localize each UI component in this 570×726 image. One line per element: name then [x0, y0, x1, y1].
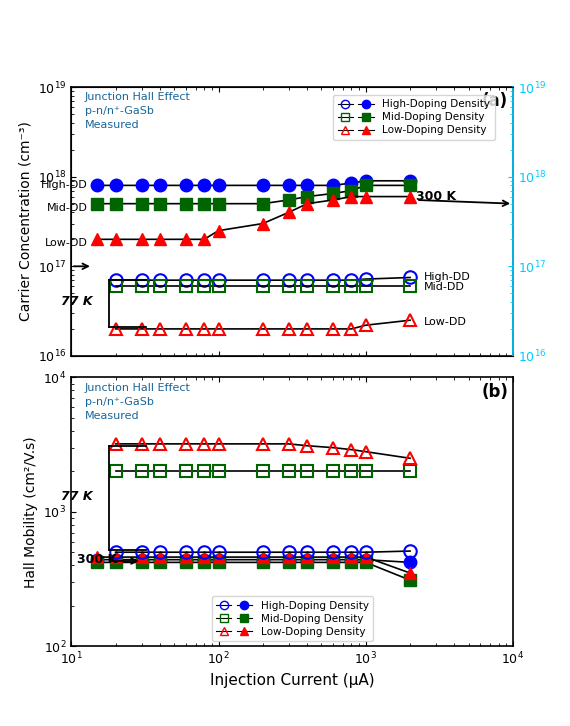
- Legend: High-Doping Density, Mid-Doping Density, Low-Doping Density: High-Doping Density, Mid-Doping Density,…: [333, 95, 495, 139]
- Text: (b): (b): [482, 383, 509, 401]
- Text: 77 K: 77 K: [61, 295, 93, 309]
- Text: 300 K: 300 K: [78, 553, 117, 566]
- Text: Mid-DD: Mid-DD: [47, 203, 88, 213]
- Text: (a): (a): [482, 92, 508, 110]
- Text: Low-DD: Low-DD: [45, 238, 88, 248]
- Legend: High-Doping Density, Mid-Doping Density, Low-Doping Density: High-Doping Density, Mid-Doping Density,…: [211, 596, 373, 641]
- Text: High-DD: High-DD: [424, 272, 471, 282]
- Text: Junction Hall Effect
p-n/n⁺-GaSb
Measured: Junction Hall Effect p-n/n⁺-GaSb Measure…: [84, 92, 190, 131]
- Y-axis label: Hall Mobility (cm²/V.s): Hall Mobility (cm²/V.s): [24, 436, 38, 587]
- Text: High-DD: High-DD: [41, 180, 88, 190]
- X-axis label: Injection Current (μA): Injection Current (μA): [210, 673, 374, 688]
- Y-axis label: Carrier Concentration (cm⁻³): Carrier Concentration (cm⁻³): [18, 121, 32, 322]
- Text: Junction Hall Effect
p-n/n⁺-GaSb
Measured: Junction Hall Effect p-n/n⁺-GaSb Measure…: [84, 383, 190, 421]
- Text: Mid-DD: Mid-DD: [424, 282, 465, 293]
- Text: 77 K: 77 K: [61, 490, 93, 503]
- Text: 300 K: 300 K: [416, 190, 457, 203]
- Text: Low-DD: Low-DD: [424, 317, 467, 327]
